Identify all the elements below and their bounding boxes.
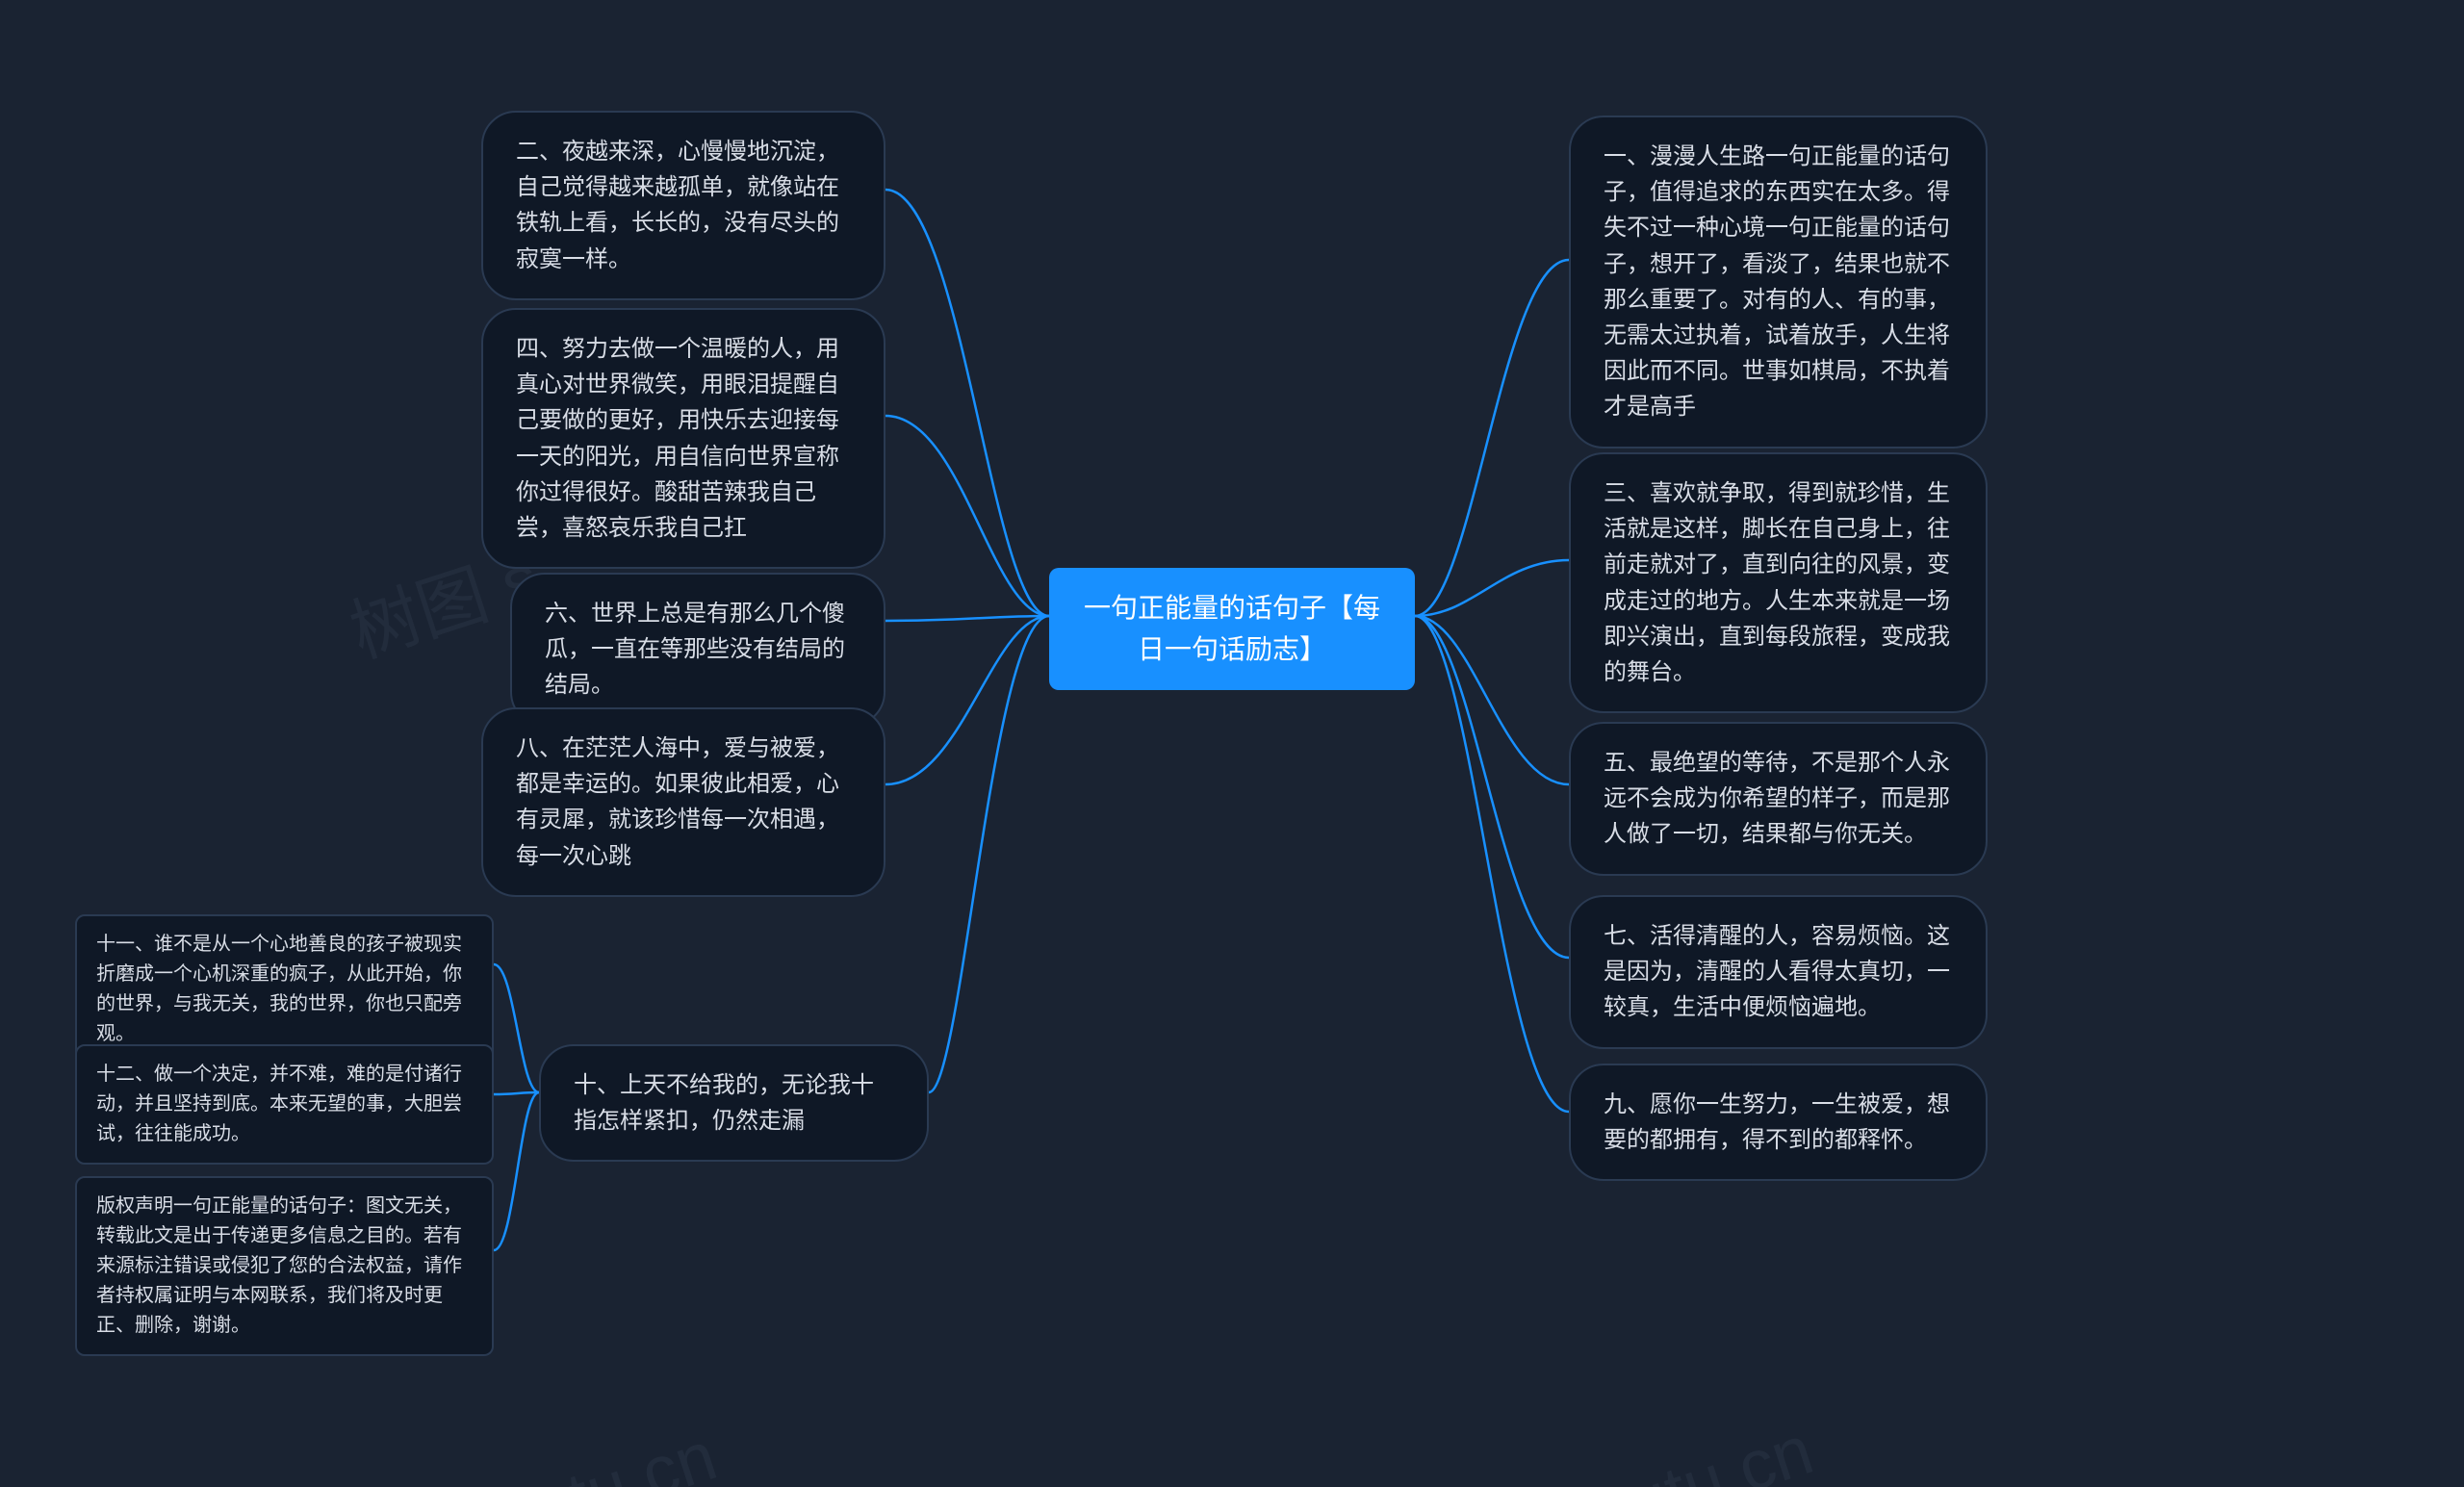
center-node[interactable]: 一句正能量的话句子【每日一句话励志】 <box>1049 568 1415 690</box>
branch-node-2[interactable]: 二、夜越来深，心慢慢地沉淀，自己觉得越来越孤单，就像站在铁轨上看，长长的，没有尽… <box>481 111 886 300</box>
watermark: utu.cn <box>522 1417 726 1487</box>
branch-node-7[interactable]: 七、活得清醒的人，容易烦恼。这是因为，清醒的人看得太真切，一较真，生活中便烦恼遍… <box>1569 895 1988 1049</box>
watermark: hutu.cn <box>1581 1411 1822 1487</box>
branch-node-9[interactable]: 九、愿你一生努力，一生被爱，想要的都拥有，得不到的都释怀。 <box>1569 1064 1988 1181</box>
branch-node-4[interactable]: 四、努力去做一个温暖的人，用真心对世界微笑，用眼泪提醒自己要做的更好，用快乐去迎… <box>481 308 886 569</box>
branch-node-1[interactable]: 一、漫漫人生路一句正能量的话句子，值得追求的东西实在太多。得失不过一种心境一句正… <box>1569 115 1988 449</box>
sub-node-copyright[interactable]: 版权声明一句正能量的话句子：图文无关，转载此文是出于传递更多信息之目的。若有来源… <box>75 1176 494 1356</box>
branch-node-10[interactable]: 十、上天不给我的，无论我十指怎样紧扣，仍然走漏 <box>539 1044 929 1162</box>
sub-node-11[interactable]: 十一、谁不是从一个心地善良的孩子被现实折磨成一个心机深重的疯子，从此开始，你的世… <box>75 914 494 1064</box>
branch-node-6[interactable]: 六、世界上总是有那么几个傻瓜，一直在等那些没有结局的结局。 <box>510 573 886 727</box>
sub-node-12[interactable]: 十二、做一个决定，并不难，难的是付诸行动，并且坚持到底。本来无望的事，大胆尝试，… <box>75 1044 494 1165</box>
branch-node-3[interactable]: 三、喜欢就争取，得到就珍惜，生活就是这样，脚长在自己身上，往前走就对了，直到向往… <box>1569 452 1988 713</box>
branch-node-8[interactable]: 八、在茫茫人海中，爱与被爱，都是幸运的。如果彼此相爱，心有灵犀，就该珍惜每一次相… <box>481 707 886 897</box>
branch-node-5[interactable]: 五、最绝望的等待，不是那个人永远不会成为你希望的样子，而是那人做了一切，结果都与… <box>1569 722 1988 876</box>
mindmap-canvas: 树图 s utu. hutu.cn utu.cn 一句正能量的话句子【每日一句话… <box>0 0 2464 1487</box>
